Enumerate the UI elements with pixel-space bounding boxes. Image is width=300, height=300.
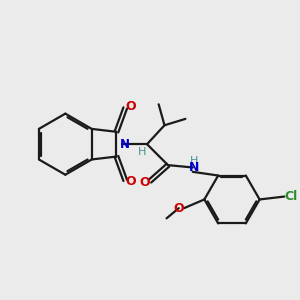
- Text: O: O: [125, 100, 136, 113]
- Text: O: O: [140, 176, 150, 189]
- Text: O: O: [125, 176, 136, 188]
- Text: H: H: [189, 156, 198, 166]
- Text: H: H: [138, 147, 146, 157]
- Text: Cl: Cl: [284, 190, 297, 203]
- Text: O: O: [173, 202, 184, 215]
- Text: N: N: [120, 138, 130, 151]
- Text: N: N: [188, 161, 199, 174]
